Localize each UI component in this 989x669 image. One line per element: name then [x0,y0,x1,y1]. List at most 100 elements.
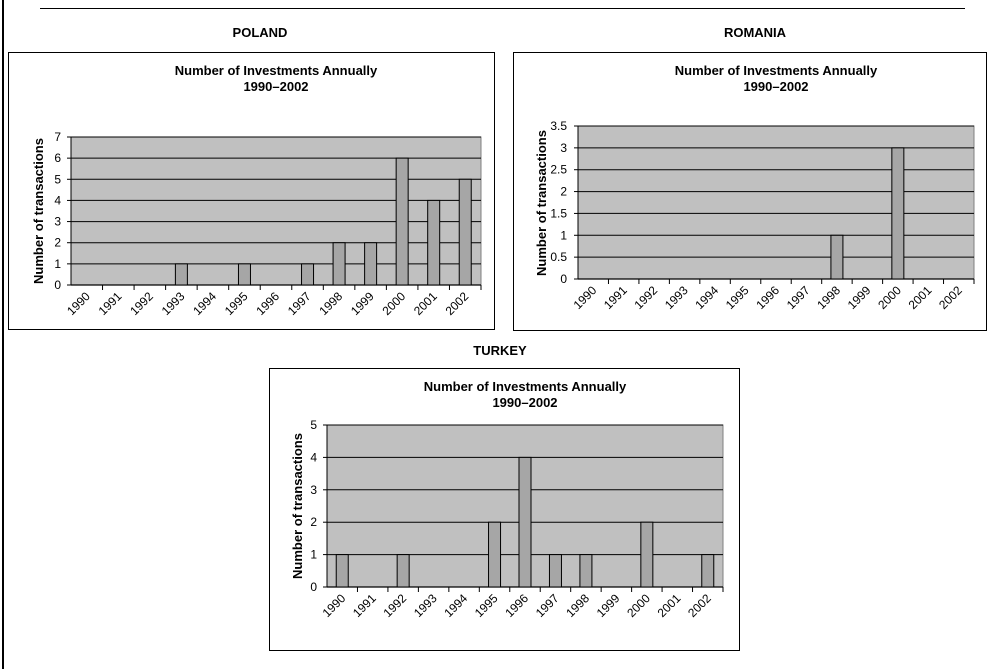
x-tick-label: 1990 [320,591,349,620]
chart-title: Number of Investments Annually [675,63,878,78]
x-tick-label: 1992 [631,283,660,312]
y-tick-label: 1.5 [550,206,567,220]
y-tick-label: 0 [560,272,567,286]
x-tick-label: 1994 [190,289,219,318]
chart-subtitle: 1990–2002 [492,395,557,410]
bar-1997 [301,263,315,286]
x-tick-label: 1999 [594,591,623,620]
bar-2000 [891,147,905,280]
y-tick-label: 3 [560,141,567,155]
x-tick-label: 1997 [784,283,813,312]
y-tick-label: 1 [310,548,317,562]
y-tick-label: 7 [54,130,61,144]
x-tick-label: 2002 [936,283,965,312]
x-tick-label: 1990 [571,283,600,312]
y-axis-label: Number of transactions [534,130,549,276]
bar-1995 [237,263,251,286]
y-tick-label: 2 [560,185,567,199]
x-tick-label: 1995 [723,283,752,312]
x-tick-label: 1994 [441,591,470,620]
y-axis-label: Number of transactions [31,138,46,284]
bar-1998 [332,242,346,286]
y-tick-label: 2 [54,236,61,250]
y-tick-label: 3.5 [550,119,567,133]
x-tick-label: 1993 [159,289,188,318]
country-label-turkey: TURKEY [473,343,527,358]
chart-subtitle: 1990–2002 [743,79,808,94]
y-tick-label: 0.5 [550,250,567,264]
bar-1992 [396,554,410,588]
x-tick-label: 2000 [624,591,653,620]
bar-2000 [395,157,409,286]
x-tick-label: 1991 [350,591,379,620]
x-tick-label: 2002 [685,591,714,620]
x-tick-label: 1996 [753,283,782,312]
top-border-rule [40,8,965,9]
x-tick-label: 1991 [601,283,630,312]
chart-panel-turkey: Number of Investments Annually 1990–2002 0… [269,368,740,651]
x-tick-label: 1998 [563,591,592,620]
bar-2000 [640,521,654,588]
x-tick-label: 1992 [127,289,156,318]
x-tick-label: 1999 [845,283,874,312]
x-tick-label: 1997 [533,591,562,620]
country-label-poland: POLAND [232,25,288,40]
x-tick-label: 1993 [411,591,440,620]
bar-1998 [830,234,844,280]
country-label-romania: ROMANIA [723,25,787,40]
y-tick-label: 1 [560,228,567,242]
x-tick-label: 1996 [502,591,531,620]
y-tick-label: 1 [54,257,61,271]
y-tick-label: 5 [54,172,61,186]
y-tick-label: 6 [54,151,61,165]
bar-1997 [548,554,562,588]
left-border-rule [2,0,4,669]
chart-panel-romania: Number of Investments Annually 1990–2002 0… [513,52,987,331]
y-tick-label: 0 [310,580,317,594]
bar-1998 [579,554,593,588]
x-tick-label: 2000 [875,283,904,312]
x-tick-label: 1990 [64,289,93,318]
x-tick-label: 2001 [411,289,440,318]
x-tick-label: 1997 [285,289,314,318]
x-tick-label: 1996 [253,289,282,318]
x-tick-label: 1995 [472,591,501,620]
y-tick-label: 2.5 [550,163,567,177]
x-tick-label: 1994 [692,283,721,312]
plot-area [70,136,482,286]
bar-2001 [427,199,441,286]
x-tick-label: 1992 [380,591,409,620]
y-tick-label: 4 [310,450,317,464]
x-tick-label: 1991 [96,289,125,318]
x-tick-label: 1998 [814,283,843,312]
chart-panel-poland: Number of Investments Annually 1990–2002 0… [8,52,495,330]
chart-subtitle: 1990–2002 [243,79,308,94]
x-tick-label: 1999 [348,289,377,318]
chart-title: Number of Investments Annually [424,379,627,394]
bar-2002 [701,554,715,588]
x-tick-label: 1998 [316,289,345,318]
bar-1990 [335,554,349,588]
x-tick-label: 2002 [443,289,472,318]
bar-1995 [488,521,502,588]
y-tick-label: 3 [310,483,317,497]
bar-1996 [518,456,532,588]
y-tick-label: 0 [54,278,61,292]
bar-2002 [458,178,472,286]
y-axis-label: Number of transactions [290,433,305,579]
bar-1993 [174,263,188,286]
x-tick-label: 1993 [662,283,691,312]
y-tick-label: 3 [54,215,61,229]
bar-1999 [364,242,378,286]
y-tick-label: 5 [310,418,317,432]
chart-title: Number of Investments Annually [175,63,378,78]
x-tick-label: 1995 [222,289,251,318]
x-tick-label: 2000 [379,289,408,318]
y-tick-label: 2 [310,515,317,529]
plot-area [577,125,975,280]
x-tick-label: 2001 [906,283,935,312]
x-tick-label: 2001 [655,591,684,620]
